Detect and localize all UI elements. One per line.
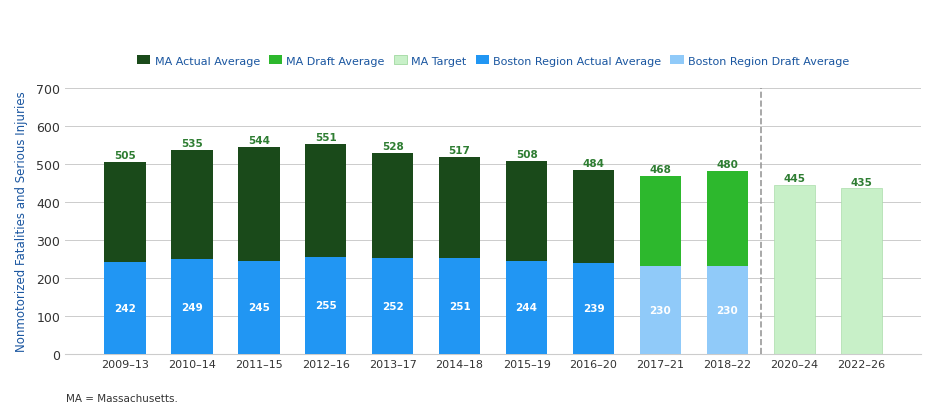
- Bar: [238, 148, 280, 354]
- Bar: [104, 162, 146, 354]
- Bar: [707, 267, 748, 354]
- Text: 551: 551: [314, 133, 337, 143]
- Bar: [439, 259, 480, 354]
- Text: 249: 249: [181, 302, 203, 312]
- Bar: [841, 189, 882, 354]
- Y-axis label: Nonmotorized Fatalities and Serious Injuries: Nonmotorized Fatalities and Serious Inju…: [15, 91, 28, 351]
- Bar: [573, 263, 614, 354]
- Text: 468: 468: [650, 164, 671, 175]
- Text: 244: 244: [516, 303, 537, 313]
- Text: 435: 435: [851, 177, 872, 187]
- Text: 480: 480: [716, 160, 739, 170]
- Text: 239: 239: [583, 303, 605, 314]
- Bar: [171, 260, 212, 354]
- Bar: [505, 161, 548, 354]
- Bar: [305, 257, 346, 354]
- Text: 245: 245: [248, 303, 270, 312]
- Text: 528: 528: [382, 142, 403, 152]
- Text: 230: 230: [650, 306, 671, 315]
- Bar: [774, 185, 815, 354]
- Bar: [238, 261, 280, 354]
- Text: 230: 230: [717, 306, 739, 315]
- Text: 252: 252: [382, 301, 403, 311]
- Bar: [372, 154, 414, 354]
- Text: 255: 255: [314, 301, 337, 310]
- Text: 544: 544: [248, 136, 270, 146]
- Bar: [171, 151, 212, 354]
- Text: 445: 445: [783, 173, 805, 183]
- Text: 535: 535: [181, 139, 203, 149]
- Text: 484: 484: [582, 159, 605, 169]
- Bar: [372, 258, 414, 354]
- Bar: [439, 158, 480, 354]
- Bar: [707, 172, 748, 354]
- Legend: MA Actual Average, MA Draft Average, MA Target, Boston Region Actual Average, Bo: MA Actual Average, MA Draft Average, MA …: [132, 52, 854, 71]
- Bar: [639, 267, 681, 354]
- Bar: [573, 171, 614, 354]
- Text: 251: 251: [448, 301, 471, 311]
- Bar: [104, 262, 146, 354]
- Text: 517: 517: [448, 146, 471, 156]
- Text: 242: 242: [114, 303, 136, 313]
- Bar: [639, 176, 681, 354]
- Text: 505: 505: [114, 151, 136, 160]
- Text: 508: 508: [516, 149, 537, 160]
- Bar: [305, 145, 346, 354]
- Text: MA = Massachusetts.: MA = Massachusetts.: [66, 393, 178, 403]
- Bar: [505, 261, 548, 354]
